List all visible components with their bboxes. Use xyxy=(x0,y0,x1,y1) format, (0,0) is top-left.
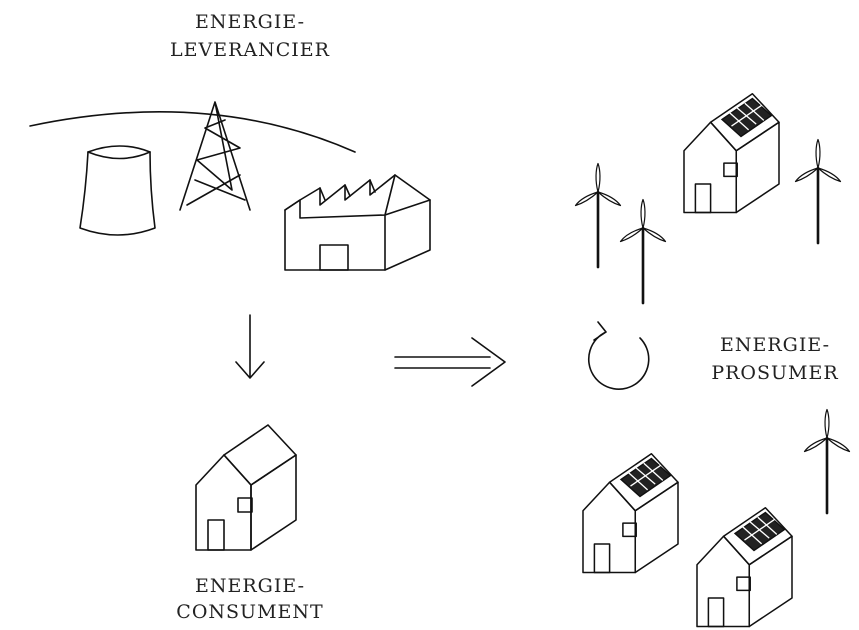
consumer-label: ENERGIE- xyxy=(195,575,305,597)
prosumer-label: PROSUMER xyxy=(711,362,838,384)
prosumer-label: ENERGIE- xyxy=(720,334,830,356)
consumer-house xyxy=(195,424,297,551)
prosumer-illustration xyxy=(574,92,851,628)
flow-arrows xyxy=(235,314,650,390)
consumer-label: CONSUMENT xyxy=(176,601,323,623)
supplier-label: LEVERANCIER xyxy=(170,39,330,61)
supplier-label: ENERGIE- xyxy=(195,11,305,33)
supplier-illustration xyxy=(29,101,431,271)
